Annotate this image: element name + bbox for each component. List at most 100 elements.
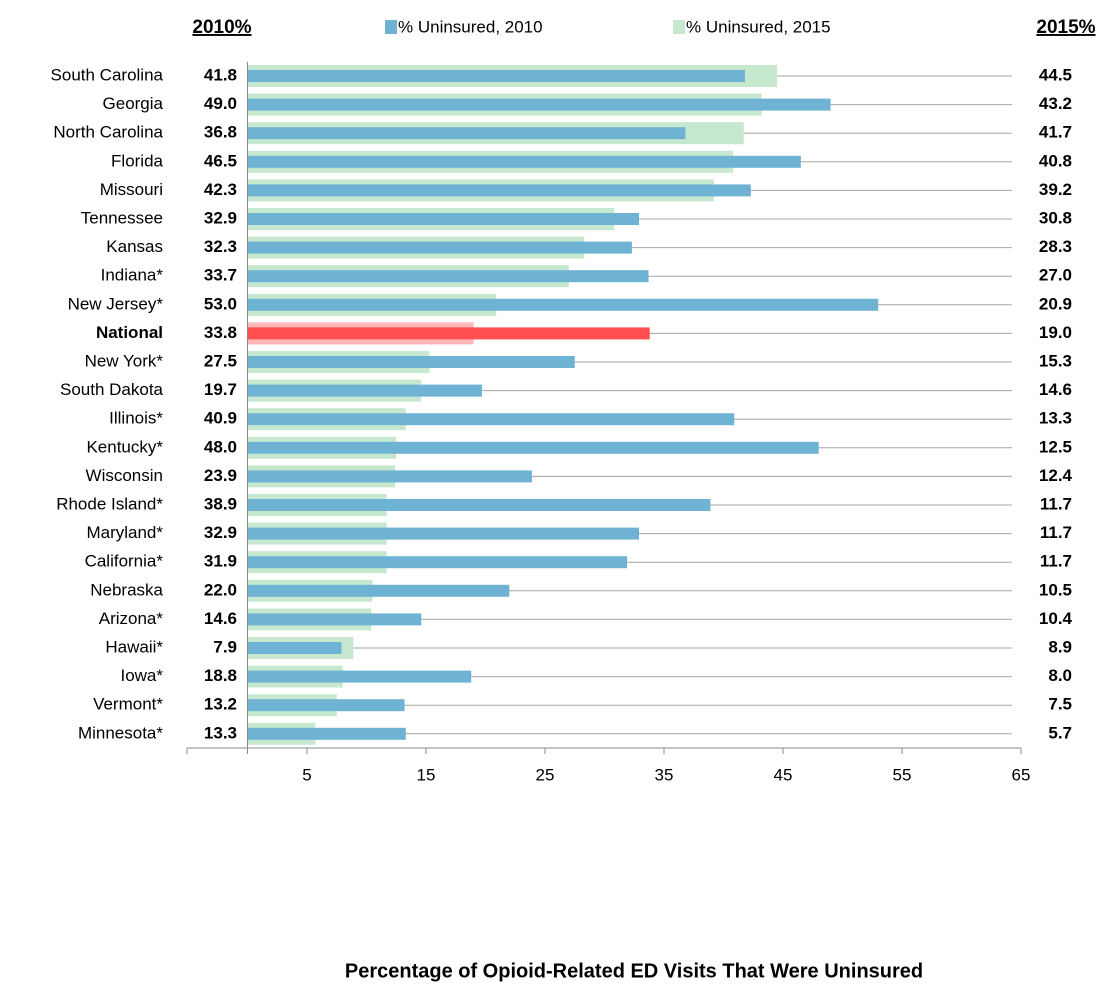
value-label-2010: 23.9: [204, 466, 237, 485]
category-label: Illinois*: [109, 409, 163, 428]
category-label: South Dakota: [60, 380, 164, 399]
category-label: National: [96, 323, 163, 342]
value-label-2010: 19.7: [204, 380, 237, 399]
category-label: Indiana*: [101, 266, 164, 285]
category-label: Minnesota*: [78, 723, 163, 742]
bar: [247, 70, 745, 82]
bar: [247, 670, 472, 683]
legend-label: % Uninsured, 2015: [686, 17, 831, 36]
value-label-2010: 18.8: [204, 666, 237, 685]
bar: [247, 184, 751, 197]
x-tick-label: 65: [1012, 765, 1031, 784]
value-label-2010: 33.8: [204, 323, 237, 342]
bar: [247, 270, 649, 283]
value-label-2015: 11.7: [1040, 552, 1072, 571]
value-label-2010: 13.2: [204, 695, 237, 714]
value-label-2015: 41.7: [1039, 123, 1072, 142]
category-label: Kansas: [106, 237, 163, 256]
value-label-2015: 19.0: [1039, 323, 1072, 342]
category-label: Kentucky*: [86, 437, 163, 456]
value-label-2015: 39.2: [1039, 180, 1072, 199]
value-label-2010: 38.9: [204, 494, 237, 513]
value-label-2015: 11.7: [1040, 494, 1072, 513]
value-label-2015: 15.3: [1039, 351, 1072, 370]
value-label-2010: 53.0: [204, 294, 237, 313]
value-label-2015: 12.5: [1039, 437, 1072, 456]
bar: [247, 699, 405, 712]
legend-swatch: [385, 20, 397, 34]
value-label-2015: 28.3: [1039, 237, 1072, 256]
category-label: Nebraska: [90, 580, 163, 599]
category-label: New York*: [85, 351, 164, 370]
bar: [247, 470, 532, 483]
value-label-2010: 7.9: [213, 637, 237, 656]
bar: [247, 527, 640, 540]
bar: [247, 298, 879, 311]
value-label-2015: 14.6: [1039, 380, 1072, 399]
value-label-2015: 8.0: [1048, 666, 1072, 685]
category-label: Vermont*: [93, 695, 163, 714]
bar: [247, 155, 801, 168]
value-label-2015: 11.7: [1040, 523, 1072, 542]
bar: [247, 556, 628, 569]
bar: [247, 241, 632, 254]
category-label: Hawaii*: [105, 637, 163, 656]
bar: [247, 213, 640, 225]
category-label: Missouri: [100, 180, 163, 199]
value-label-2015: 20.9: [1039, 294, 1072, 313]
value-label-2010: 33.7: [204, 266, 237, 285]
category-label: Iowa*: [120, 666, 163, 685]
x-tick-label: 45: [774, 765, 793, 784]
value-label-2010: 46.5: [204, 151, 237, 170]
bar: [247, 327, 650, 340]
bar: [247, 584, 510, 597]
value-label-2015: 30.8: [1039, 208, 1072, 227]
left-header: 2010%: [192, 17, 251, 38]
bar: [247, 613, 422, 626]
bar: [247, 499, 711, 511]
x-tick-label: 35: [655, 765, 674, 784]
value-label-2015: 27.0: [1039, 266, 1072, 285]
x-tick-label: 15: [417, 765, 436, 784]
x-axis-title: Percentage of Opioid-Related ED Visits T…: [345, 960, 923, 982]
value-label-2015: 10.5: [1039, 580, 1072, 599]
value-label-2010: 40.9: [204, 409, 237, 428]
value-label-2015: 12.4: [1039, 466, 1073, 485]
category-label: North Carolina: [53, 123, 163, 142]
x-tick-label: 55: [893, 765, 912, 784]
category-label: Rhode Island*: [56, 494, 163, 513]
bar: [247, 727, 406, 740]
category-label: Wisconsin: [86, 466, 163, 485]
value-label-2010: 32.9: [204, 208, 237, 227]
bar: [247, 384, 482, 397]
x-tick-label: 25: [536, 765, 555, 784]
category-label: Florida: [111, 151, 164, 170]
value-label-2015: 5.7: [1048, 723, 1072, 742]
value-label-2010: 27.5: [204, 351, 237, 370]
value-label-2015: 10.4: [1039, 609, 1073, 628]
bar: [247, 642, 342, 654]
category-label: Maryland*: [86, 523, 163, 542]
value-label-2010: 32.3: [204, 237, 237, 256]
value-label-2010: 48.0: [204, 437, 237, 456]
bar: [247, 127, 686, 140]
value-label-2015: 43.2: [1039, 94, 1072, 113]
category-label: Tennessee: [81, 208, 163, 227]
bar: [247, 413, 735, 426]
value-label-2010: 13.3: [204, 723, 237, 742]
x-tick-label: 5: [302, 765, 311, 784]
value-label-2015: 13.3: [1039, 409, 1072, 428]
value-label-2010: 49.0: [204, 94, 237, 113]
legend-label: % Uninsured, 2010: [398, 17, 543, 36]
value-label-2010: 14.6: [204, 609, 237, 628]
category-label: New Jersey*: [68, 294, 164, 313]
legend-swatch: [673, 20, 685, 34]
category-label: Georgia: [103, 94, 164, 113]
value-label-2010: 36.8: [204, 123, 237, 142]
value-label-2015: 8.9: [1048, 637, 1072, 656]
value-label-2010: 42.3: [204, 180, 237, 199]
bar: [247, 356, 575, 368]
bar: [247, 441, 819, 454]
value-label-2015: 40.8: [1039, 151, 1072, 170]
